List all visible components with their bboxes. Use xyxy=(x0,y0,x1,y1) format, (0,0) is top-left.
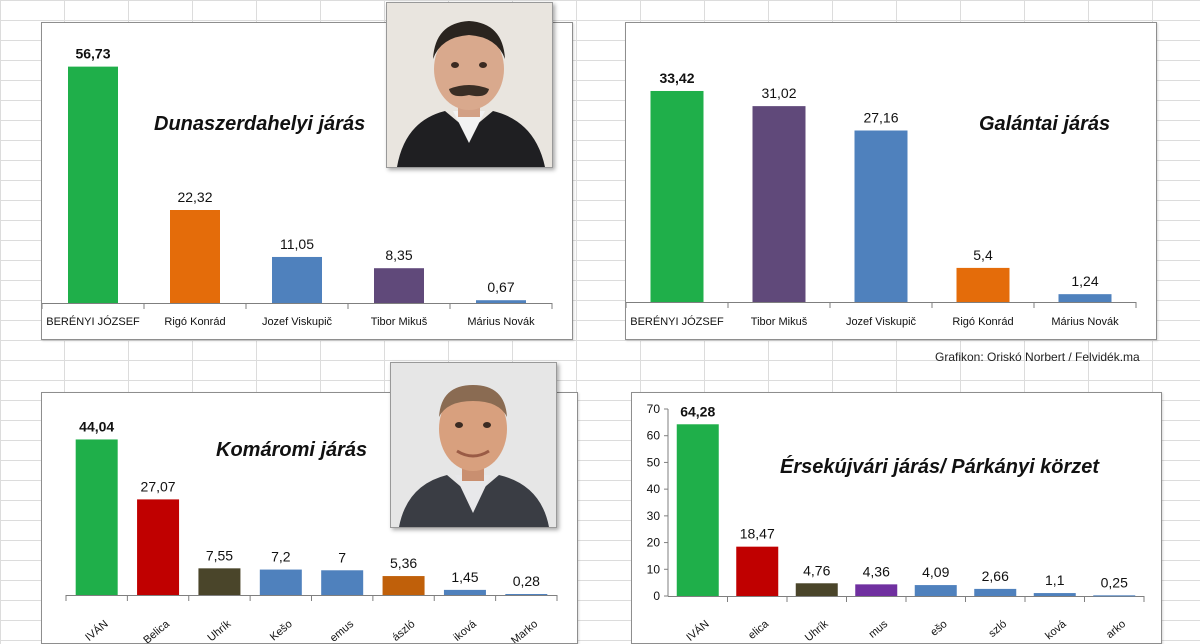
chart-title: Komáromi járás xyxy=(216,439,368,461)
data-label: 27,16 xyxy=(863,110,898,126)
bar xyxy=(374,268,424,303)
candidate-portrait-photo xyxy=(390,362,557,528)
bar xyxy=(505,594,548,596)
bar xyxy=(956,267,1010,302)
category-label: emus xyxy=(328,618,357,643)
bar xyxy=(752,106,806,302)
bar xyxy=(974,588,1017,596)
y-tick-label: 20 xyxy=(647,536,661,550)
category-label: IVÁN xyxy=(684,617,712,643)
category-label: Márius Novák xyxy=(467,316,535,328)
chart-dunaszerdahelyi: 56,73 BERÉNYI JÓZSEF 22,32 Rigó Konrád 11,05… xyxy=(42,46,553,328)
category-label: szló xyxy=(986,618,1009,640)
bar xyxy=(855,584,898,596)
bar xyxy=(854,130,908,302)
bar xyxy=(676,424,719,596)
portrait-image xyxy=(387,3,552,167)
category-label: IVÁN xyxy=(83,617,111,643)
y-tick-label: 10 xyxy=(647,562,661,576)
category-label: mus xyxy=(867,618,891,641)
chart-panel-galantai: 33,42 BERÉNYI JÓZSEF 31,02 Tibor Mikuš 27,16… xyxy=(625,22,1157,340)
category-label: Jozef Viskupič xyxy=(262,316,333,328)
category-label: Belica xyxy=(141,618,172,643)
data-label: 1,24 xyxy=(1071,273,1098,289)
category-label: Rigó Konrád xyxy=(952,316,1013,328)
data-label: 27,07 xyxy=(141,478,176,494)
category-label: Uhrík xyxy=(206,618,234,643)
bar xyxy=(272,256,322,303)
category-label: ászló xyxy=(390,618,417,643)
data-label: 1,1 xyxy=(1045,572,1065,588)
y-tick-label: 60 xyxy=(647,429,661,443)
bar xyxy=(443,589,486,595)
chart-komaromi: 44,04 IVÁN 27,07 Belica 7,55 Uhrík 7,2 Kešo 7 emu… xyxy=(65,418,558,643)
bar xyxy=(75,439,118,595)
data-label: 0,25 xyxy=(1101,574,1128,590)
bar xyxy=(914,585,957,596)
category-label: Marko xyxy=(509,618,540,643)
data-label: 7,55 xyxy=(206,547,233,563)
chart-galantai: 33,42 BERÉNYI JÓZSEF 31,02 Tibor Mikuš 27,16… xyxy=(626,70,1137,328)
data-label: 7 xyxy=(338,549,346,565)
bar xyxy=(170,210,220,303)
y-tick-label: 30 xyxy=(647,509,661,523)
bar xyxy=(68,66,118,303)
data-label: 18,47 xyxy=(740,526,775,542)
category-label: Márius Novák xyxy=(1051,316,1119,328)
data-label: 0,67 xyxy=(487,279,514,295)
category-label: BERÉNYI JÓZSEF xyxy=(630,315,724,328)
data-label: 1,45 xyxy=(451,569,478,585)
category-label: Rigó Konrád xyxy=(164,316,225,328)
bar xyxy=(1058,294,1112,302)
chart-title: Galántai járás xyxy=(979,113,1111,135)
bar xyxy=(198,568,241,595)
data-label: 7,2 xyxy=(271,549,291,565)
category-label: iková xyxy=(451,618,479,643)
data-label: 8,35 xyxy=(385,247,412,263)
y-tick-label: 70 xyxy=(647,402,661,416)
data-label: 31,02 xyxy=(761,85,796,101)
data-label: 4,76 xyxy=(803,562,830,578)
y-tick-label: 0 xyxy=(653,589,660,603)
data-label: 2,66 xyxy=(982,568,1009,584)
bar xyxy=(321,570,364,595)
y-tick-label: 40 xyxy=(647,482,661,496)
category-label: Kešo xyxy=(268,618,295,643)
candidate-portrait-photo xyxy=(386,2,553,168)
data-label: 64,28 xyxy=(680,403,715,419)
category-label: ešo xyxy=(928,618,949,639)
bar xyxy=(1093,595,1136,597)
data-label: 0,28 xyxy=(513,573,540,589)
bar xyxy=(1033,593,1076,596)
chart-title: Érsekújvári járás/ Párkányi körzet xyxy=(780,456,1100,478)
data-label: 44,04 xyxy=(79,418,114,434)
data-label: 5,36 xyxy=(390,555,417,571)
chart-credit: Grafikon: Oriskó Norbert / Felvidék.ma xyxy=(935,350,1140,364)
bar xyxy=(137,499,180,595)
bar xyxy=(795,583,838,596)
data-label: 11,05 xyxy=(280,236,314,252)
category-label: BERÉNYI JÓZSEF xyxy=(46,315,140,328)
data-label: 56,73 xyxy=(75,46,110,62)
bar xyxy=(476,300,526,303)
chart-title: Dunaszerdahelyi járás xyxy=(154,113,366,135)
bar xyxy=(382,576,425,595)
category-label: Tibor Mikuš xyxy=(371,316,428,328)
category-label: Tibor Mikuš xyxy=(751,316,808,328)
category-label: Uhrík xyxy=(803,618,831,643)
bar xyxy=(650,90,704,303)
data-label: 22,32 xyxy=(177,189,212,205)
category-label: Jozef Viskupič xyxy=(846,316,917,328)
y-tick-label: 50 xyxy=(647,455,661,469)
data-label: 4,09 xyxy=(922,564,949,580)
chart-panel-ersekujvari: 0 10 20 30 40 50 60 70 64,28 IVÁN 18,47 elica 4,76 Uh… xyxy=(631,392,1162,644)
bar xyxy=(736,546,779,596)
data-label: 4,36 xyxy=(863,563,890,579)
bar xyxy=(259,569,302,595)
data-label: 33,42 xyxy=(659,70,694,86)
portrait-image xyxy=(391,363,556,527)
data-label: 5,4 xyxy=(973,247,993,263)
